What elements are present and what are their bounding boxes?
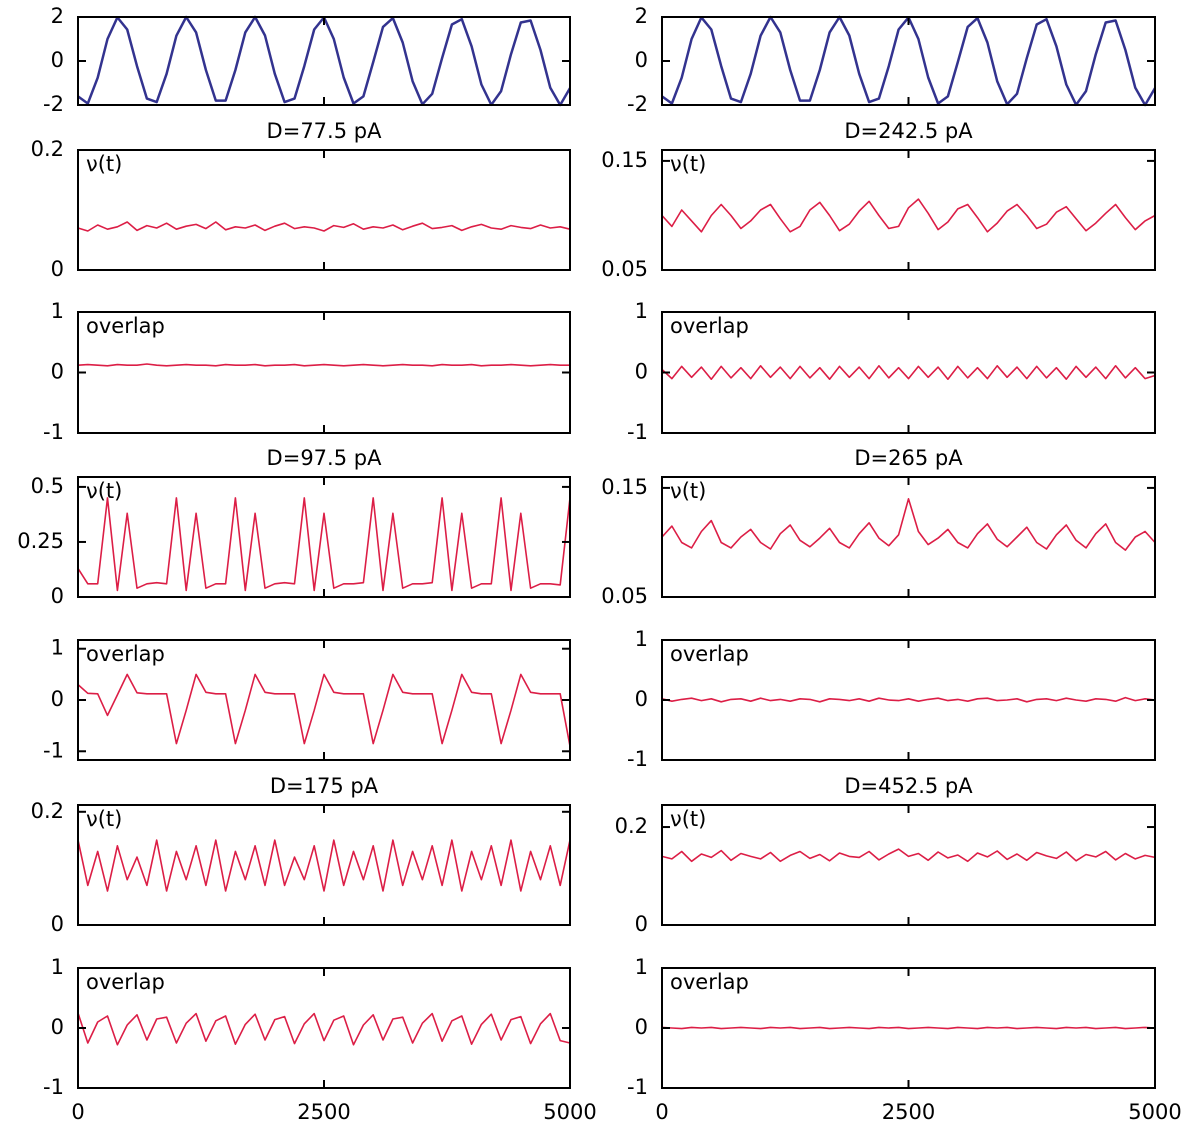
line-series	[77, 1012, 571, 1046]
panel-title: D=265 pA	[854, 446, 963, 470]
y-tick-label: 0.15	[601, 148, 648, 172]
line-series	[661, 848, 1156, 863]
y-tick-label: 0	[51, 912, 64, 936]
x-tick-label: 0	[655, 1100, 668, 1124]
y-tick-label: 0.2	[31, 137, 64, 161]
y-tick-label: -1	[43, 738, 64, 762]
y-tick-label: -1	[43, 1075, 64, 1099]
line-series	[661, 498, 1156, 551]
y-tick-label: 1	[51, 636, 64, 660]
x-tick-label: 5000	[1128, 1100, 1181, 1124]
y-tick-label: 2	[635, 4, 648, 28]
y-tick-label: 1	[51, 299, 64, 323]
y-tick-label: 0.05	[601, 584, 648, 608]
y-tick-label: 0.2	[615, 814, 648, 838]
panel-label: overlap	[86, 642, 165, 666]
panel-label: ν(t)	[86, 152, 122, 176]
y-tick-label: 2	[51, 4, 64, 28]
line-series	[77, 673, 571, 747]
y-tick-label: 1	[635, 299, 648, 323]
plot-frame	[661, 16, 1156, 106]
y-tick-label: -1	[43, 420, 64, 444]
y-tick-label: 0.05	[601, 257, 648, 281]
panel-label: overlap	[670, 642, 749, 666]
y-tick-label: 0.25	[17, 529, 64, 553]
plot-frame	[661, 804, 1156, 926]
line-series	[77, 15, 572, 107]
panel-title: D=77.5 pA	[267, 119, 383, 143]
line-series	[661, 198, 1156, 233]
panel-title: D=175 pA	[270, 774, 379, 798]
plot-frame	[77, 16, 571, 106]
y-tick-label: 0	[635, 1015, 648, 1039]
y-tick-label: 0	[51, 48, 64, 72]
panel-label: ν(t)	[670, 807, 706, 831]
y-tick-label: 0	[635, 912, 648, 936]
y-tick-label: 0	[51, 584, 64, 608]
panel-title: D=452.5 pA	[844, 774, 973, 798]
panel-label: overlap	[670, 970, 749, 994]
y-tick-label: 0	[51, 687, 64, 711]
line-series	[77, 497, 571, 592]
y-tick-label: -1	[627, 420, 648, 444]
panel-label: ν(t)	[670, 152, 706, 176]
x-tick-label: 2500	[882, 1100, 935, 1124]
line-series	[661, 696, 1156, 703]
panel-label: overlap	[86, 314, 165, 338]
line-series	[661, 15, 1157, 107]
y-tick-label: 0.5	[31, 474, 64, 498]
plot-frame	[661, 149, 1156, 271]
y-tick-label: 1	[635, 955, 648, 979]
y-tick-label: 0	[51, 360, 64, 384]
y-tick-label: 1	[51, 955, 64, 979]
y-tick-label: 0	[635, 360, 648, 384]
y-tick-label: -1	[627, 1075, 648, 1099]
x-tick-label: 2500	[297, 1100, 350, 1124]
plot-frame	[77, 149, 571, 271]
y-tick-label: 0	[51, 1015, 64, 1039]
line-series	[77, 363, 570, 367]
y-tick-label: -1	[627, 747, 648, 771]
x-tick-label: 5000	[543, 1100, 596, 1124]
line-series	[661, 365, 1156, 380]
line-series	[77, 221, 571, 232]
y-tick-label: 0.15	[601, 475, 648, 499]
y-tick-label: 1	[635, 627, 648, 651]
y-tick-label: 0	[635, 687, 648, 711]
y-tick-label: 0.2	[31, 799, 64, 823]
y-tick-label: 0	[635, 48, 648, 72]
y-tick-label: 0	[51, 257, 64, 281]
panel-title: D=242.5 pA	[844, 119, 973, 143]
panel-label: ν(t)	[86, 807, 122, 831]
panel-label: ν(t)	[86, 479, 122, 503]
y-tick-label: -2	[627, 92, 648, 116]
panel-label: ν(t)	[670, 479, 706, 503]
panel-label: overlap	[670, 314, 749, 338]
line-series	[661, 1026, 1156, 1030]
plot-frame	[661, 476, 1156, 598]
x-tick-label: 0	[71, 1100, 84, 1124]
panel-label: overlap	[86, 970, 165, 994]
y-tick-label: -2	[43, 92, 64, 116]
panel-title: D=97.5 pA	[267, 446, 383, 470]
line-series	[77, 839, 571, 892]
